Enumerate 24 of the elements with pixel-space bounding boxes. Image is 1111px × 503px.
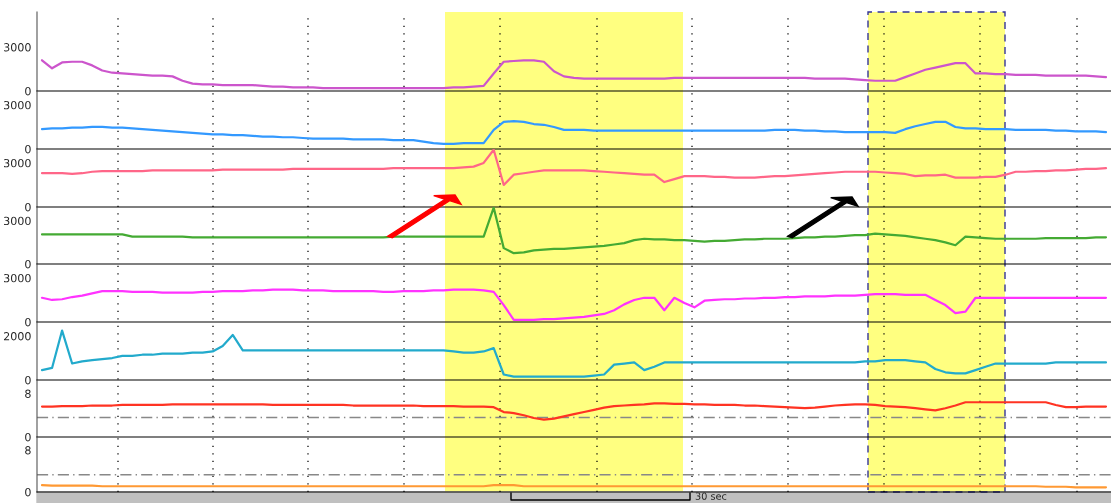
y-tick-label: 0	[25, 202, 31, 212]
line-series	[40, 401, 1108, 421]
y-tick-label: 0	[25, 487, 31, 497]
y-tick-label: 3000	[4, 43, 31, 52]
line-series	[40, 59, 1108, 90]
y-tick-label: 3000	[4, 100, 31, 110]
line-series	[40, 149, 1108, 187]
y-tick-label: 8	[25, 389, 31, 398]
y-tick-label: 2000	[3, 332, 31, 341]
y-tick-label: 3000	[4, 158, 31, 168]
y-tick-label: 0	[25, 317, 31, 327]
y-tick-label: 8	[25, 446, 31, 455]
line-series	[40, 329, 1108, 378]
line-series	[40, 207, 1108, 255]
y-tick-label: 3000	[4, 273, 31, 283]
y-tick-label: 0	[25, 432, 31, 442]
y-tick-label: 0	[25, 86, 31, 96]
line-series	[40, 288, 1108, 321]
annotation: 30 sec	[695, 492, 727, 500]
y-tick-label: 0	[25, 375, 31, 385]
y-tick-label: 0	[25, 144, 31, 154]
y-tick-label: 3000	[4, 216, 31, 226]
line-series	[40, 119, 1108, 145]
y-tick-label: 0	[25, 259, 31, 269]
